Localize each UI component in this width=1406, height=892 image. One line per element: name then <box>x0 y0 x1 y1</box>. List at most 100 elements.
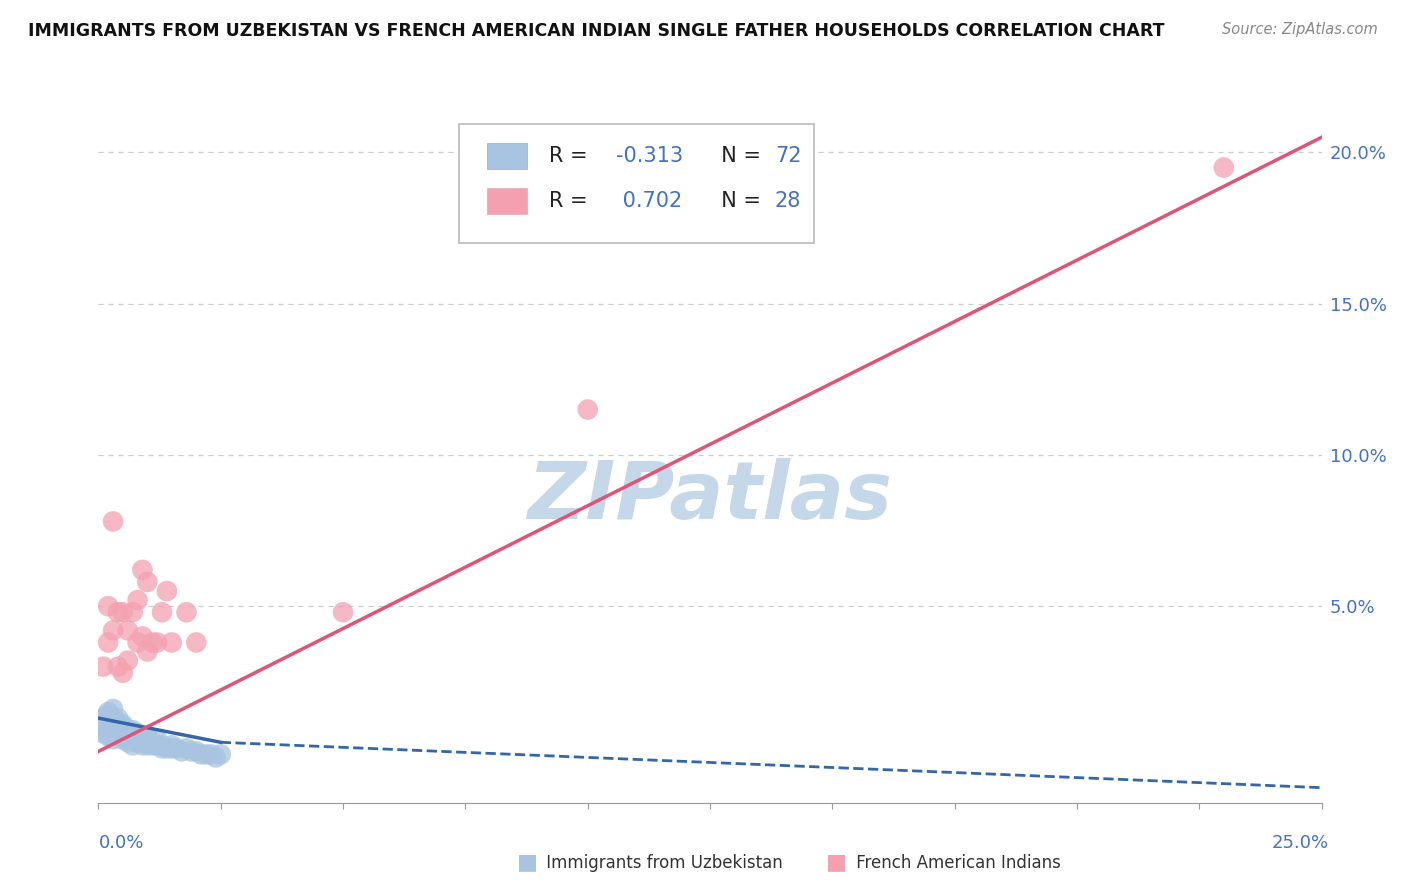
Text: 72: 72 <box>775 145 801 166</box>
Point <box>97 708 120 723</box>
Text: ■: ■ <box>827 853 846 872</box>
Point <box>107 729 129 743</box>
Text: IMMIGRANTS FROM UZBEKISTAN VS FRENCH AMERICAN INDIAN SINGLE FATHER HOUSEHOLDS CO: IMMIGRANTS FROM UZBEKISTAN VS FRENCH AME… <box>28 22 1164 40</box>
Point <box>141 739 163 753</box>
Text: N =: N = <box>707 145 768 166</box>
Point <box>111 717 134 731</box>
Point <box>150 605 173 619</box>
Point <box>101 726 124 740</box>
Point <box>136 574 159 589</box>
Point <box>101 720 124 734</box>
Text: French American Indians: French American Indians <box>851 854 1060 871</box>
Point <box>136 739 159 753</box>
Point <box>91 659 114 673</box>
Point <box>121 729 143 743</box>
Point <box>131 739 153 753</box>
Point <box>101 723 124 738</box>
Point <box>136 644 159 658</box>
Point <box>1212 161 1234 175</box>
Point <box>576 402 599 417</box>
Point <box>131 735 153 749</box>
Point <box>141 635 163 649</box>
Point <box>91 714 114 728</box>
Point <box>117 729 139 743</box>
Point <box>190 747 212 762</box>
Point <box>127 635 149 649</box>
Text: Immigrants from Uzbekistan: Immigrants from Uzbekistan <box>541 854 783 871</box>
Point <box>97 635 120 649</box>
Point <box>117 723 139 738</box>
FancyBboxPatch shape <box>488 143 526 169</box>
Point <box>111 720 134 734</box>
Text: ■: ■ <box>517 853 537 872</box>
Point <box>117 624 139 638</box>
Text: 28: 28 <box>775 191 801 211</box>
Point <box>101 702 124 716</box>
Point <box>176 605 198 619</box>
Text: R =: R = <box>548 145 593 166</box>
Point <box>205 750 228 764</box>
Point <box>136 735 159 749</box>
Point <box>131 563 153 577</box>
Point <box>101 714 124 728</box>
Point <box>117 723 139 738</box>
Point <box>131 732 153 747</box>
Point <box>97 714 120 728</box>
Point <box>91 720 114 734</box>
Point <box>186 744 208 758</box>
Point <box>111 665 134 680</box>
Point <box>150 741 173 756</box>
Point <box>200 747 222 762</box>
Point <box>107 717 129 731</box>
Point <box>332 605 354 619</box>
Point <box>146 635 169 649</box>
Point <box>97 723 120 738</box>
Point <box>91 711 114 725</box>
Point <box>156 584 179 599</box>
Point <box>146 739 169 753</box>
Point <box>127 735 149 749</box>
Point <box>180 744 202 758</box>
Text: N =: N = <box>707 191 768 211</box>
Point <box>166 741 188 756</box>
Point <box>170 744 193 758</box>
Point <box>136 732 159 747</box>
Point <box>176 741 198 756</box>
Point <box>121 726 143 740</box>
Point <box>107 605 129 619</box>
Point <box>160 739 183 753</box>
Point <box>107 726 129 740</box>
Point <box>141 735 163 749</box>
Point <box>101 624 124 638</box>
Point <box>117 726 139 740</box>
Point <box>97 705 120 719</box>
Point <box>97 720 120 734</box>
Point <box>97 726 120 740</box>
Point <box>127 729 149 743</box>
Point <box>131 629 153 643</box>
Point <box>111 729 134 743</box>
Point <box>160 741 183 756</box>
Point <box>111 605 134 619</box>
Point <box>97 708 120 723</box>
Point <box>209 747 232 762</box>
Text: 25.0%: 25.0% <box>1271 834 1329 852</box>
Point <box>111 723 134 738</box>
Point <box>101 711 124 725</box>
Point <box>117 654 139 668</box>
Text: R =: R = <box>548 191 593 211</box>
Point <box>186 635 208 649</box>
Point <box>146 732 169 747</box>
Point <box>101 729 124 743</box>
Point <box>97 729 120 743</box>
Point <box>156 741 179 756</box>
Point <box>121 739 143 753</box>
Point <box>127 593 149 607</box>
Point <box>107 720 129 734</box>
Point <box>101 717 124 731</box>
Text: ZIPatlas: ZIPatlas <box>527 458 893 536</box>
Point <box>117 735 139 749</box>
Text: Source: ZipAtlas.com: Source: ZipAtlas.com <box>1222 22 1378 37</box>
Point <box>101 732 124 747</box>
Point <box>97 599 120 614</box>
